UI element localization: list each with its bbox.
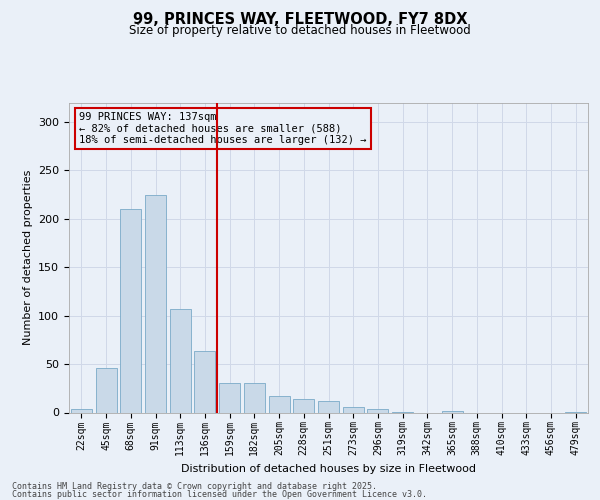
Bar — [442, 410, 463, 412]
Bar — [219, 384, 240, 412]
Bar — [71, 408, 92, 412]
Bar — [145, 194, 166, 412]
Y-axis label: Number of detached properties: Number of detached properties — [23, 170, 32, 345]
Text: 99 PRINCES WAY: 137sqm
← 82% of detached houses are smaller (588)
18% of semi-de: 99 PRINCES WAY: 137sqm ← 82% of detached… — [79, 112, 367, 145]
Text: Size of property relative to detached houses in Fleetwood: Size of property relative to detached ho… — [129, 24, 471, 37]
Bar — [293, 399, 314, 412]
Text: Contains HM Land Registry data © Crown copyright and database right 2025.: Contains HM Land Registry data © Crown c… — [12, 482, 377, 491]
Bar — [170, 309, 191, 412]
Bar — [269, 396, 290, 412]
Bar — [343, 406, 364, 412]
Bar — [244, 384, 265, 412]
Bar — [367, 408, 388, 412]
Bar — [194, 352, 215, 412]
X-axis label: Distribution of detached houses by size in Fleetwood: Distribution of detached houses by size … — [181, 464, 476, 473]
Bar — [120, 209, 141, 412]
Bar — [318, 401, 339, 412]
Text: Contains public sector information licensed under the Open Government Licence v3: Contains public sector information licen… — [12, 490, 427, 499]
Bar — [95, 368, 116, 412]
Text: 99, PRINCES WAY, FLEETWOOD, FY7 8DX: 99, PRINCES WAY, FLEETWOOD, FY7 8DX — [133, 12, 467, 28]
